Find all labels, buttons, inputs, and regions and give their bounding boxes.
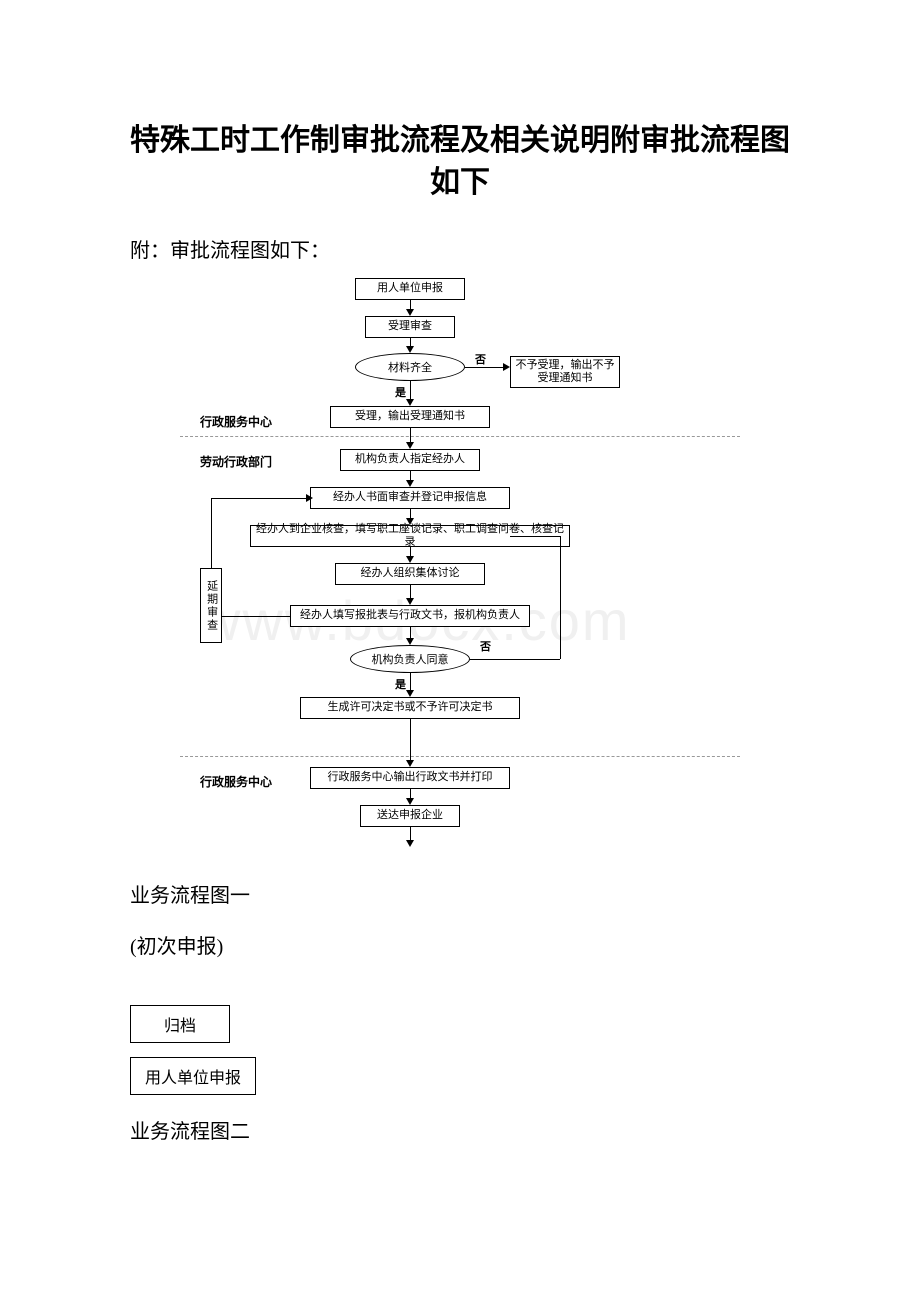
page-title: 特殊工时工作制审批流程及相关说明附审批流程图如下 <box>130 120 790 204</box>
node-reject: 不予受理，输出不予受理通知书 <box>510 356 620 388</box>
label-yes-1: 是 <box>395 384 406 400</box>
caption-1-sub: (初次申报) <box>130 929 790 965</box>
node-output-print: 行政服务中心输出行政文书并打印 <box>310 767 510 789</box>
swimlane-label-3: 行政服务中心 <box>200 773 272 790</box>
node-paper-review: 经办人书面审查并登记申报信息 <box>310 487 510 509</box>
node-group-discussion: 经办人组织集体讨论 <box>335 563 485 585</box>
swimlane-divider-2 <box>180 756 740 757</box>
swimlane-label-2: 劳动行政部门 <box>200 453 272 470</box>
node-assign-handler: 机构负责人指定经办人 <box>340 449 480 471</box>
node-generate-decision: 生成许可决定书或不予许可决定书 <box>300 697 520 719</box>
label-no-1: 否 <box>475 351 486 367</box>
swimlane-label-1: 行政服务中心 <box>200 413 272 430</box>
caption-2: 业务流程图二 <box>130 1114 790 1150</box>
node-accept: 受理，输出受理通知书 <box>330 406 490 428</box>
node-approve-decision: 机构负责人同意 <box>350 645 470 673</box>
flowchart-diagram: www.bdocx.com 行政服务中心 劳动行政部门 行政服务中心 用人单位申… <box>180 278 740 858</box>
node-apply: 用人单位申报 <box>355 278 465 300</box>
node-material-complete: 材料齐全 <box>355 353 465 381</box>
node-deliver: 送达申报企业 <box>360 805 460 827</box>
swimlane-divider-1 <box>180 436 740 437</box>
node-review: 受理审查 <box>365 316 455 338</box>
subtitle: 附：审批流程图如下： <box>130 234 790 263</box>
archive-box: 归档 <box>130 1005 230 1043</box>
label-no-2: 否 <box>480 638 491 654</box>
node-fill-forms: 经办人填写报批表与行政文书，报机构负责人 <box>290 605 530 627</box>
caption-1: 业务流程图一 <box>130 878 790 914</box>
node-delay-review: 延期审查 <box>200 568 222 643</box>
label-yes-2: 是 <box>395 676 406 692</box>
apply-box: 用人单位申报 <box>130 1057 256 1095</box>
